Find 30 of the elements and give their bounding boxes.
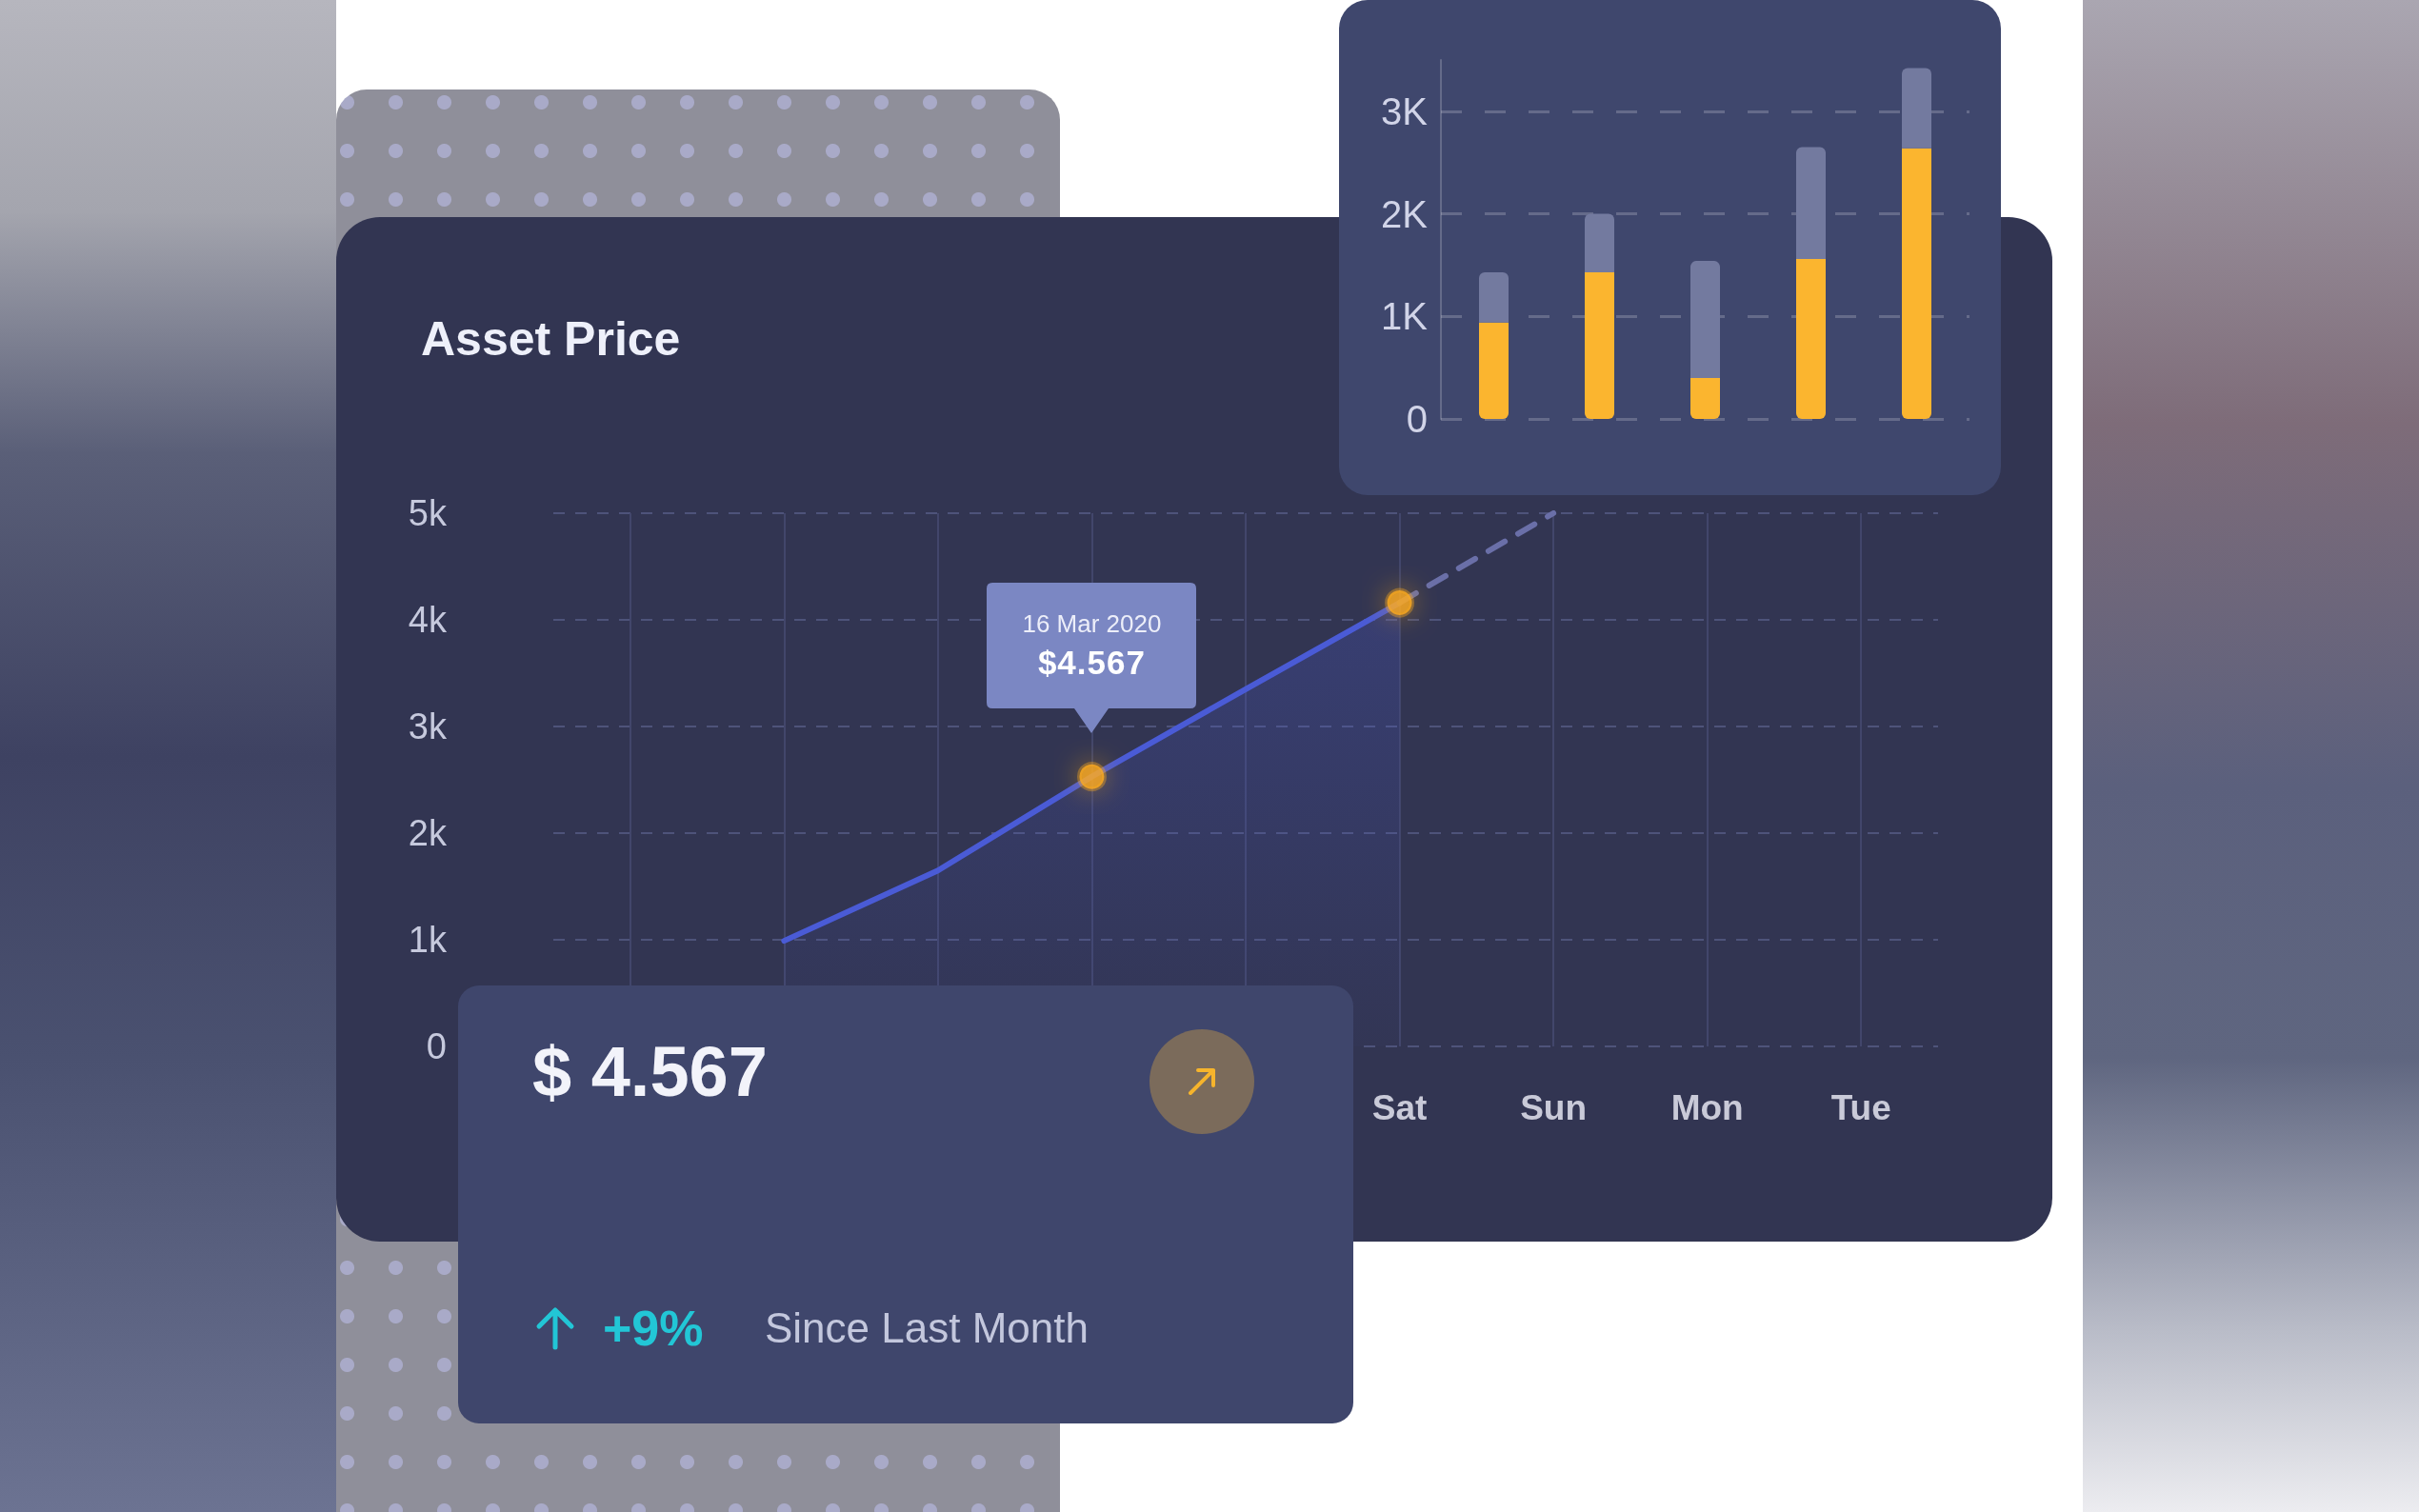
text: Since Last Month (765, 1303, 1089, 1353)
bar (1479, 271, 1509, 323)
y-tick-label: 3K (1381, 90, 1429, 132)
annotation: $ 4.567 (532, 1032, 768, 1111)
bar (1479, 322, 1509, 419)
chart-title: Asset Price (421, 312, 681, 366)
x-tick-label: Sat (1371, 1088, 1428, 1127)
bar (1902, 148, 1931, 419)
y-tick-label: 0 (426, 1026, 447, 1066)
annotation: $4.567 (1037, 643, 1146, 682)
bar (1796, 258, 1826, 419)
y-tick-label: 1k (408, 920, 448, 960)
bar (1902, 68, 1931, 149)
x-tick-label: Mon (1670, 1088, 1744, 1127)
bar (1690, 377, 1720, 419)
bar (1796, 147, 1826, 259)
y-tick-label: 2K (1381, 192, 1429, 235)
y-tick-label: 2k (408, 813, 448, 853)
bar (1690, 261, 1720, 378)
y-tick-label: 1K (1381, 295, 1429, 338)
x-tick-label: Tue (1830, 1088, 1891, 1127)
y-tick-label: 5k (408, 493, 448, 533)
y-tick-label: 3k (408, 706, 448, 746)
y-tick-label: 4k (408, 600, 448, 640)
annotation: 16 Mar 2020 (1022, 608, 1162, 638)
x-tick-label: Sun (1520, 1088, 1588, 1127)
bar (1585, 213, 1614, 272)
text: +9% (603, 1301, 704, 1356)
bar (1585, 271, 1614, 419)
y-tick-label: 0 (1406, 398, 1428, 440)
